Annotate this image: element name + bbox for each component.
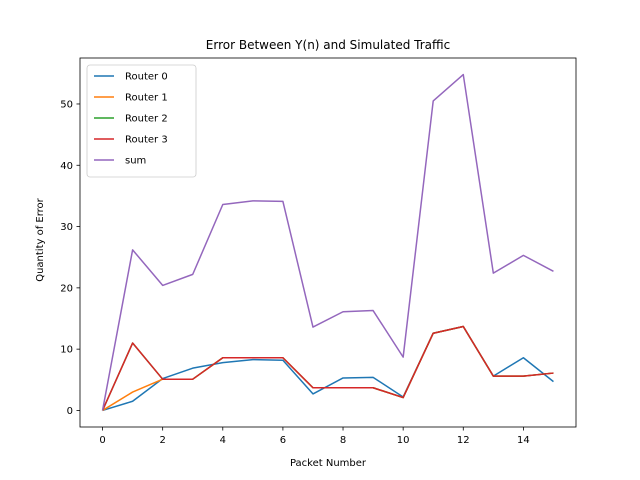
legend-label-1: Router 1 <box>125 93 168 104</box>
x-tick-label: 14 <box>517 435 530 446</box>
series-line-4 <box>101 73 554 411</box>
x-tick-label: 8 <box>340 435 346 446</box>
x-tick-label: 6 <box>280 435 286 446</box>
x-tick-label: 4 <box>220 435 226 446</box>
x-tick-label: 2 <box>159 435 165 446</box>
x-axis-label: Packet Number <box>290 458 367 469</box>
x-tick-label: 12 <box>457 435 470 446</box>
series-line-3 <box>101 325 554 411</box>
legend-label-2: Router 2 <box>125 114 168 125</box>
legend: Router 0 Router 1 Router 2 Router 3 sum <box>86 64 197 178</box>
y-tick-label: 0 <box>67 406 73 417</box>
x-tick-label: 10 <box>397 435 410 446</box>
y-tick-label: 30 <box>60 222 73 233</box>
axes: 0 2 4 6 8 10 12 14 0 10 20 30 40 50 <box>60 57 577 446</box>
plot-frame <box>79 57 577 428</box>
y-tick-label: 10 <box>60 345 73 356</box>
y-axis-label: Quantity of Error <box>35 197 46 281</box>
chart-title: Error Between Y(n) and Simulated Traffic <box>206 38 450 52</box>
y-tick-label: 20 <box>60 283 73 294</box>
plot-lines <box>101 73 554 412</box>
legend-box <box>86 64 197 178</box>
y-tick-label: 50 <box>60 99 73 110</box>
legend-label-4: sum <box>125 156 146 167</box>
y-tick-label: 40 <box>60 161 73 172</box>
legend-label-3: Router 3 <box>125 135 168 146</box>
legend-label-0: Router 0 <box>125 72 168 83</box>
x-tick-label: 0 <box>99 435 105 446</box>
